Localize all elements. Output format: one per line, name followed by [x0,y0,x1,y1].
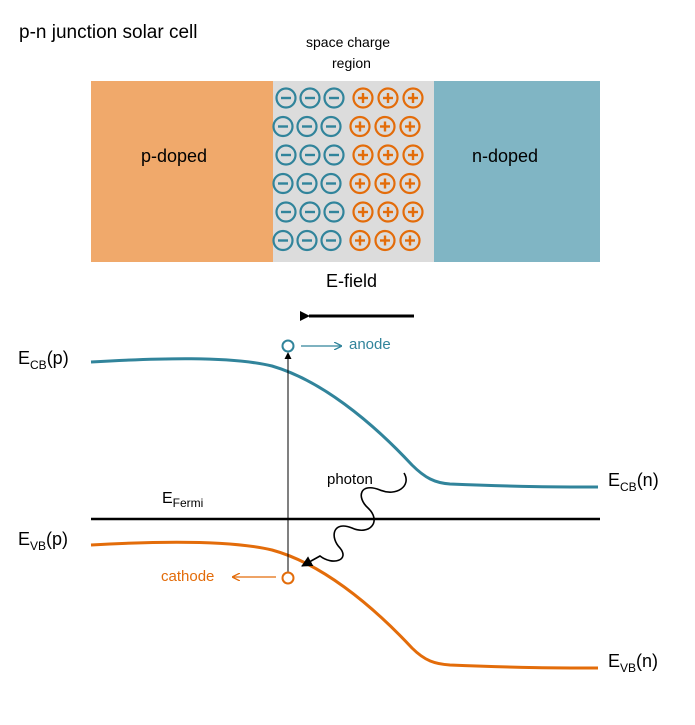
positive-charge-icon [349,229,371,252]
efield-label: E-field [326,271,378,291]
hole-marker [281,571,295,585]
positive-charge-icon [402,144,424,166]
p-doped-label: p-doped [141,146,208,166]
diagram-title: p-n junction solar cell [19,22,198,43]
negative-charge-icon [323,201,345,223]
negative-charge-icon [323,87,345,109]
ecb-n-label: ECB(n) [608,470,659,494]
negative-charge-icon [296,172,318,195]
positive-charge-icon [352,144,374,166]
negative-charge-icon [299,144,321,166]
negative-charge-icon [320,172,342,195]
electron-marker [281,339,295,353]
positive-charge-icon [399,172,421,195]
positive-charge-icon [377,144,399,166]
negative-charge-icon [275,201,297,223]
valence-band-curve [90,540,599,670]
evb-p-label: EVB(p) [18,529,69,553]
negative-charge-icon [272,229,294,252]
p-doped-region [91,81,273,262]
negative-charge-icon [272,115,294,138]
positive-charge-icon [402,201,424,223]
positive-charge-icon [374,115,396,138]
negative-charge-icon [272,172,294,195]
negative-charge-icon [299,87,321,109]
positive-charge-icon [399,229,421,252]
positive-charge-icon [352,201,374,223]
charge-grid [272,87,424,252]
cathode-label: cathode [161,568,215,585]
n-doped-label: n-doped [472,146,539,166]
positive-charge-icon [377,87,399,109]
negative-charge-icon [320,115,342,138]
space-charge-label-line1: space charge [306,34,391,50]
negative-charge-icon [296,115,318,138]
ecb-p-label: ECB(p) [18,348,69,372]
evb-n-label: EVB(n) [608,651,659,675]
space-charge-label-line2: region [332,55,371,71]
negative-charge-icon [296,229,318,252]
negative-charge-icon [299,201,321,223]
positive-charge-icon [374,172,396,195]
anode-label: anode [349,336,391,353]
positive-charge-icon [402,87,424,109]
positive-charge-icon [377,201,399,223]
n-doped-region [434,81,600,262]
conduction-band-curve [90,357,599,489]
photon-label: photon [327,471,373,488]
efermi-label: EFermi [162,490,204,510]
positive-charge-icon [399,115,421,138]
positive-charge-icon [349,115,371,138]
negative-charge-icon [275,87,297,109]
positive-charge-icon [352,87,374,109]
negative-charge-icon [323,144,345,166]
positive-charge-icon [374,229,396,252]
negative-charge-icon [320,229,342,252]
negative-charge-icon [275,144,297,166]
photon-wave [301,472,407,567]
positive-charge-icon [349,172,371,195]
